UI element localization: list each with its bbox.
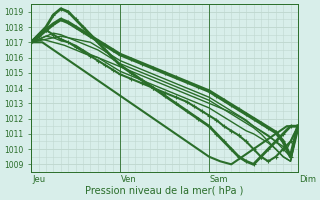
Text: Sam: Sam — [210, 175, 228, 184]
Text: Jeu: Jeu — [32, 175, 45, 184]
X-axis label: Pression niveau de la mer( hPa ): Pression niveau de la mer( hPa ) — [85, 186, 244, 196]
Text: Dim: Dim — [299, 175, 316, 184]
Text: Ven: Ven — [121, 175, 137, 184]
